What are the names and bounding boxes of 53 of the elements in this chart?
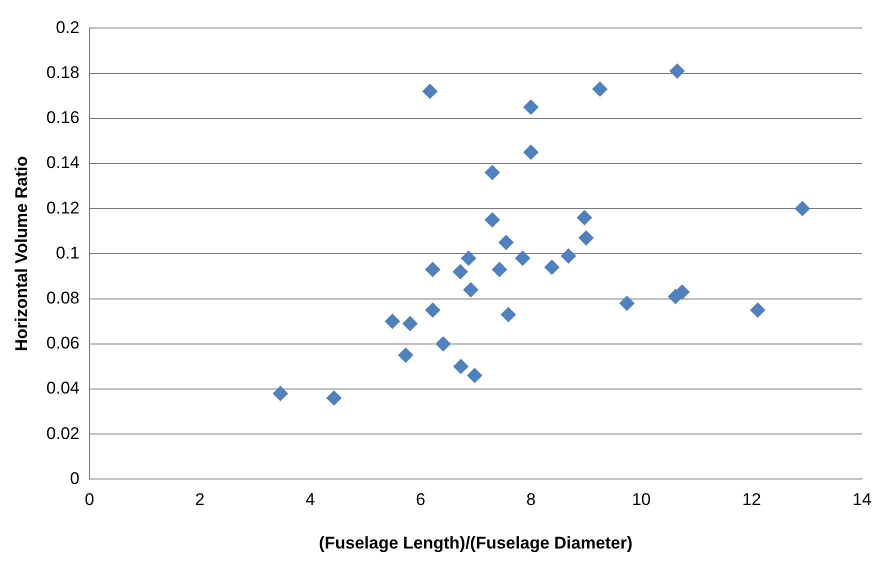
point — [452, 264, 468, 280]
x-tick-label: 8 — [526, 490, 536, 510]
y-tick-label: 0.14 — [46, 153, 80, 172]
point — [576, 210, 592, 226]
point — [750, 302, 766, 318]
y-tick-label: 0 — [70, 468, 80, 488]
y-tick-label: 0.08 — [46, 288, 80, 308]
x-tick-label: 14 — [852, 490, 872, 510]
x-tick-label: 4 — [305, 490, 315, 510]
point — [484, 212, 500, 228]
point — [463, 282, 478, 298]
point — [500, 307, 516, 322]
point — [402, 316, 418, 332]
y-tick-label: 0.04 — [46, 378, 80, 398]
y-tick-label: 0.2 — [56, 18, 80, 37]
point — [544, 260, 560, 275]
y-tick-label: 0.18 — [46, 62, 80, 82]
x-tick-label: 2 — [195, 490, 205, 510]
x-tick-label: 0 — [84, 490, 94, 510]
point — [422, 84, 438, 99]
x-tick-label: 6 — [416, 490, 426, 510]
point — [436, 336, 451, 352]
point — [578, 230, 594, 246]
point — [498, 234, 514, 250]
point — [398, 348, 414, 363]
point — [461, 250, 476, 266]
point — [515, 250, 530, 266]
point — [425, 262, 440, 277]
point — [592, 82, 608, 97]
point — [670, 64, 685, 79]
x-axis-title: (Fuselage Length)/(Fuselage Diameter) — [318, 533, 633, 552]
point — [453, 358, 468, 374]
point — [272, 386, 288, 402]
point — [425, 302, 440, 318]
x-tick-label: 12 — [742, 490, 762, 510]
point — [560, 248, 576, 264]
point — [326, 390, 342, 406]
point — [467, 368, 482, 383]
point — [523, 144, 538, 160]
point — [384, 314, 400, 329]
y-tick-label: 0.02 — [46, 424, 80, 443]
point — [523, 100, 538, 115]
point — [484, 165, 500, 180]
y-tick-label: 0.06 — [46, 334, 80, 353]
point — [794, 201, 810, 216]
y-tick-label: 0.16 — [46, 108, 80, 128]
point — [492, 262, 507, 277]
y-tick-label: 0.12 — [46, 198, 80, 218]
y-axis-title: Horizontal Volume Ratio — [12, 156, 31, 352]
point — [619, 296, 634, 311]
x-tick-label: 10 — [632, 490, 651, 510]
y-tick-label: 0.1 — [56, 243, 80, 262]
point — [674, 284, 690, 300]
